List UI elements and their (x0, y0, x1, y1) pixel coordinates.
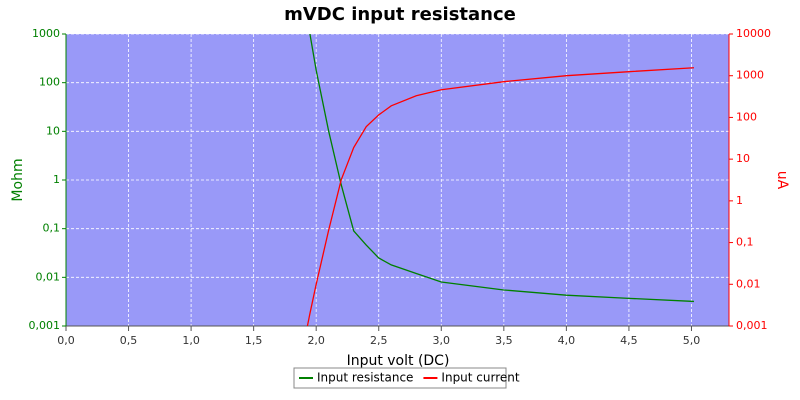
y-tick-label: 0,001 (29, 319, 61, 332)
series-line (306, 67, 695, 326)
x-tick-label: 4,5 (620, 334, 638, 347)
y2-tick-label: 0,01 (736, 277, 761, 290)
y-tick-label: 0,01 (36, 270, 61, 283)
x-tick-label: 0,5 (120, 334, 138, 347)
x-tick-label: 5,0 (683, 334, 701, 347)
y2-tick-label: 1000 (736, 69, 764, 82)
x-axis-label: Input volt (DC) (347, 353, 450, 369)
x-tick-label: 3,5 (495, 334, 513, 347)
y2-tick-label: 10000 (736, 27, 771, 40)
x-tick-label: 2,5 (370, 334, 388, 347)
series-line (309, 34, 695, 303)
legend-label: Input resistance (317, 371, 413, 385)
x-tick-label: 4,0 (558, 334, 576, 347)
y-axis-label: Mohm (10, 158, 26, 201)
y-tick-label: 100 (39, 76, 60, 89)
y2-tick-label: 100 (736, 110, 757, 123)
y2-tick-label: 1 (736, 194, 743, 207)
y2-tick-label: 10 (736, 152, 750, 165)
chart-title: mVDC input resistance (284, 4, 516, 25)
x-tick-label: 0,0 (57, 334, 75, 347)
x-tick-label: 3,0 (433, 334, 451, 347)
y2-tick-label: 0,1 (736, 236, 754, 249)
y-tick-label: 1000 (32, 27, 60, 40)
y2-axis-label: uA (774, 171, 790, 190)
y-tick-label: 1 (53, 173, 60, 186)
legend-label: Input current (441, 371, 519, 385)
y-tick-label: 0,1 (43, 222, 61, 235)
x-tick-label: 1,0 (182, 334, 200, 347)
y-tick-label: 10 (46, 124, 60, 137)
y2-tick-label: 0,001 (736, 319, 768, 332)
legend-box (293, 367, 507, 389)
x-tick-label: 1,5 (245, 334, 263, 347)
x-tick-label: 2,0 (307, 334, 325, 347)
